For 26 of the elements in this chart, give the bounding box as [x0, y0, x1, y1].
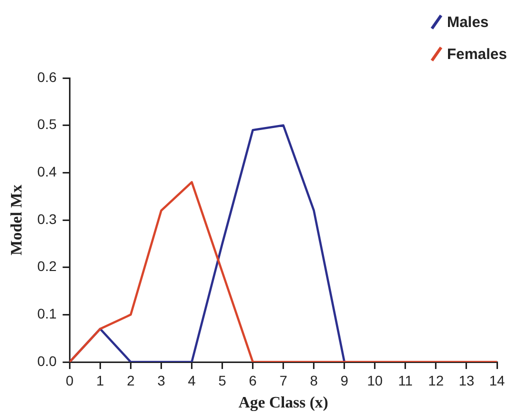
x-tick-label: 5 — [218, 372, 226, 388]
x-tick-label: 6 — [248, 372, 257, 388]
x-tick-label: 8 — [310, 372, 318, 388]
x-tick-label: 2 — [126, 372, 135, 388]
y-tick-label: 0.2 — [37, 258, 57, 274]
x-tick-label: 4 — [188, 372, 196, 388]
x-tick-label: 0 — [66, 372, 74, 388]
y-axis-title: Model Mx — [8, 184, 26, 256]
x-tick-label: 1 — [96, 372, 104, 388]
x-tick-label: 3 — [157, 372, 166, 388]
y-tick-label: 0.3 — [37, 210, 57, 227]
x-axis-title: Age Class (x) — [238, 394, 328, 412]
y-tick-label: 0.5 — [37, 116, 57, 132]
y-tick-label: 0.4 — [37, 164, 57, 180]
x-tick-label: 7 — [279, 372, 288, 388]
legend-label: Males — [446, 14, 489, 30]
x-tick-label: 13 — [458, 372, 474, 388]
x-tick-label: 11 — [398, 372, 413, 388]
y-tick-label: 0.1 — [37, 306, 57, 322]
y-tick-label: 0.0 — [37, 352, 57, 369]
x-tick-label: 14 — [489, 372, 505, 388]
y-tick-label: 0.6 — [37, 68, 57, 85]
x-tick-label: 10 — [367, 372, 383, 388]
x-tick-label: 9 — [340, 372, 348, 388]
x-tick-label: 12 — [428, 372, 444, 388]
legend-label: Females — [446, 46, 507, 62]
